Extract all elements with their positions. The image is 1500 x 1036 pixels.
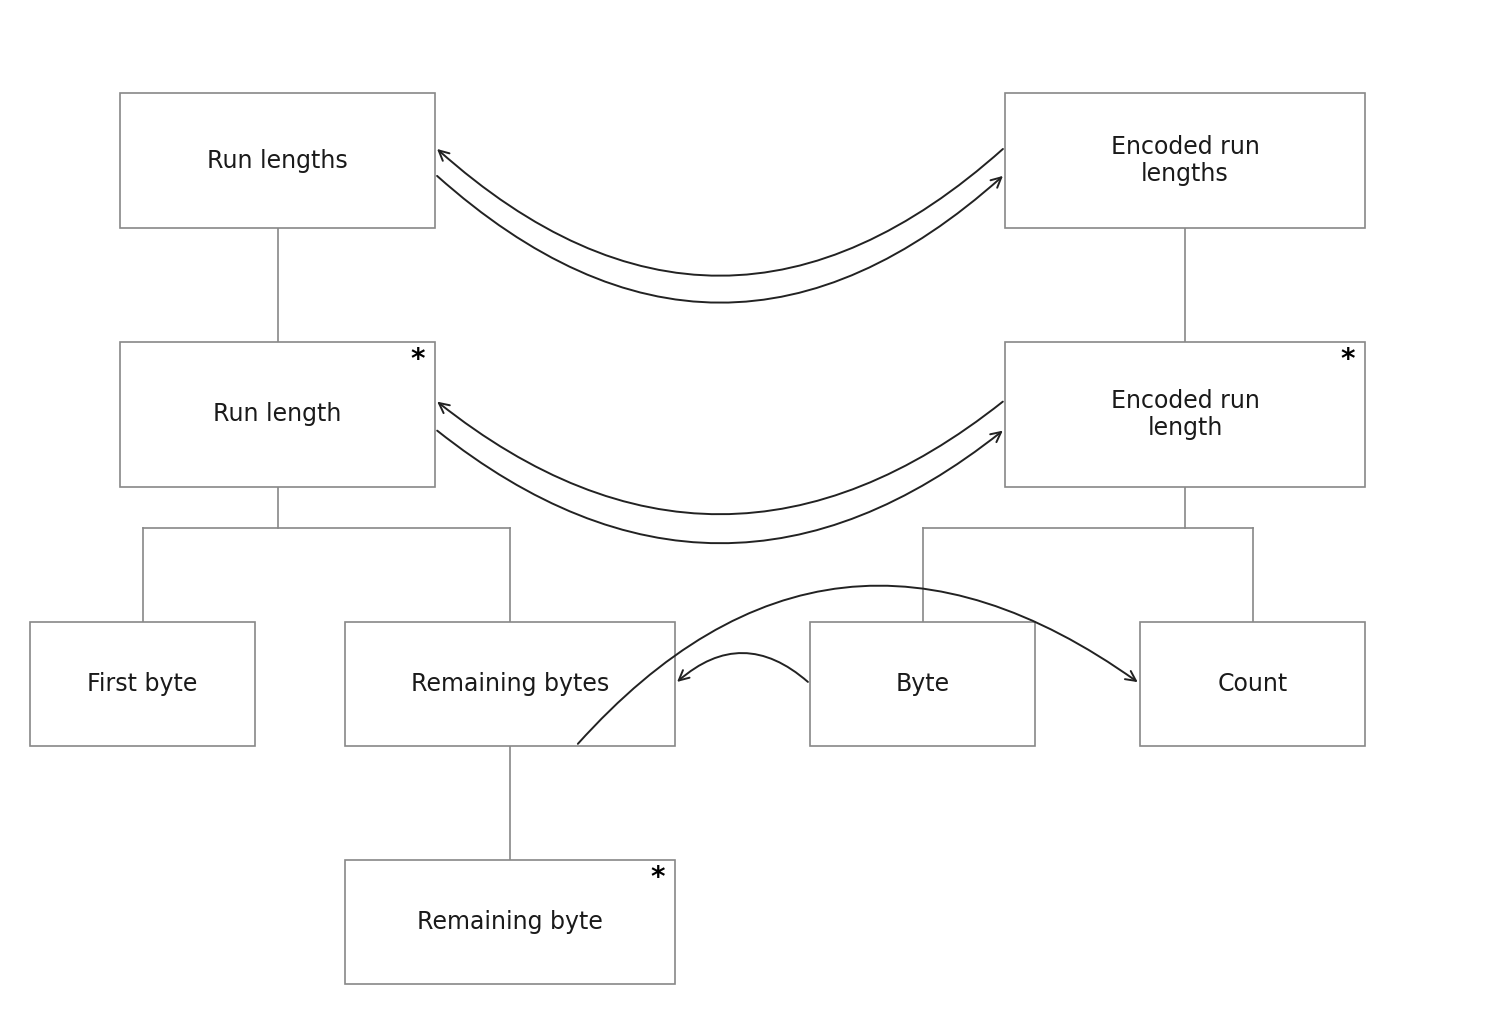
Text: Run lengths: Run lengths — [207, 148, 348, 173]
Text: *: * — [1340, 346, 1354, 374]
Text: Remaining bytes: Remaining bytes — [411, 671, 609, 696]
Text: First byte: First byte — [87, 671, 198, 696]
Text: *: * — [410, 346, 424, 374]
FancyBboxPatch shape — [1140, 622, 1365, 746]
Text: Encoded run
length: Encoded run length — [1110, 388, 1260, 440]
Text: Byte: Byte — [896, 671, 950, 696]
FancyBboxPatch shape — [345, 622, 675, 746]
FancyBboxPatch shape — [810, 622, 1035, 746]
Text: *: * — [650, 864, 664, 892]
FancyBboxPatch shape — [120, 342, 435, 487]
Text: Encoded run
lengths: Encoded run lengths — [1110, 135, 1260, 186]
FancyBboxPatch shape — [120, 93, 435, 228]
FancyBboxPatch shape — [1005, 93, 1365, 228]
Text: Remaining byte: Remaining byte — [417, 910, 603, 934]
Text: Run length: Run length — [213, 402, 342, 427]
FancyBboxPatch shape — [345, 860, 675, 984]
FancyBboxPatch shape — [1005, 342, 1365, 487]
Text: Count: Count — [1218, 671, 1287, 696]
FancyBboxPatch shape — [30, 622, 255, 746]
